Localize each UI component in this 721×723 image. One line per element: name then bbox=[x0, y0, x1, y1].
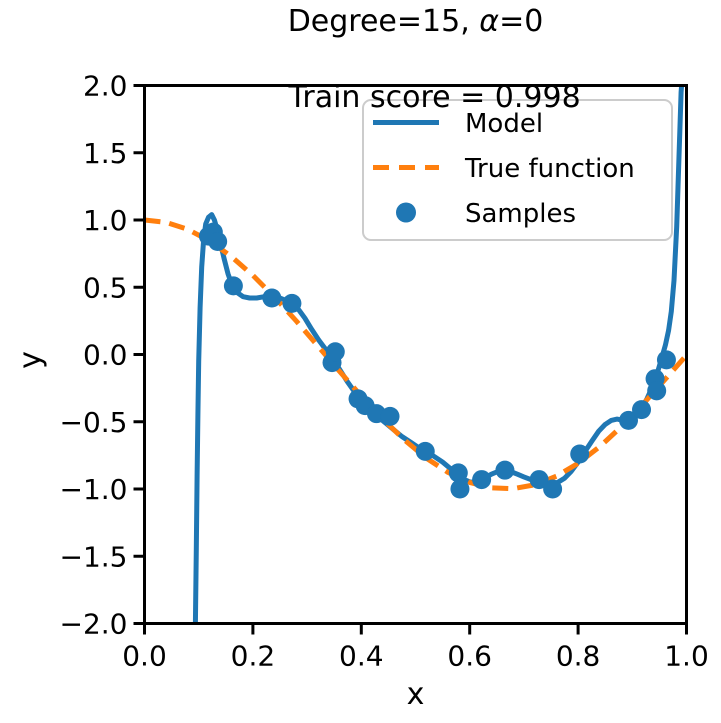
sample-point bbox=[262, 288, 282, 308]
title-line1: Degree=15, α=0 bbox=[288, 4, 544, 39]
title-alpha-value: =0 bbox=[499, 4, 544, 39]
sample-point bbox=[619, 410, 639, 430]
y-axis-ticks: 2.0 1.5 1.0 0.5 0.0 −0.5 −1.0 −1.5 −2.0 bbox=[60, 70, 145, 641]
sample-point bbox=[448, 463, 468, 483]
sample-point bbox=[208, 232, 228, 252]
axes-frame bbox=[143, 84, 688, 625]
sample-point bbox=[570, 444, 590, 464]
legend-label: Model bbox=[465, 109, 543, 139]
sample-point bbox=[380, 406, 400, 426]
legend: Model True function Samples bbox=[362, 99, 673, 241]
legend-samples-marker-icon bbox=[396, 202, 416, 223]
title-degree-text: Degree=15, bbox=[287, 4, 480, 39]
legend-label: Samples bbox=[465, 199, 576, 229]
sample-point bbox=[543, 479, 563, 499]
title-line2: Train score = 0.998 bbox=[288, 80, 581, 115]
x-tick-label: 0.0 bbox=[122, 640, 167, 673]
sample-point bbox=[647, 381, 667, 401]
sample-point bbox=[529, 470, 549, 490]
sample-point bbox=[632, 400, 652, 420]
x-axis-ticks: 0.0 0.2 0.4 0.6 0.8 1.0 bbox=[122, 623, 709, 673]
y-tick-label: 1.5 bbox=[83, 137, 128, 170]
sample-point bbox=[656, 350, 676, 370]
sample-point bbox=[282, 293, 302, 313]
x-tick-label: 0.8 bbox=[556, 640, 601, 673]
samples-scatter bbox=[198, 222, 676, 499]
x-tick-label: 0.4 bbox=[339, 640, 384, 673]
x-axis-label: x bbox=[406, 677, 425, 712]
sample-point bbox=[325, 342, 345, 362]
sample-point bbox=[415, 441, 435, 461]
y-tick-label: 2.0 bbox=[83, 70, 128, 103]
legend-box bbox=[362, 99, 673, 241]
legend-entry: Model bbox=[373, 109, 543, 139]
y-axis-label: y bbox=[12, 351, 48, 369]
title-alpha-symbol: α bbox=[479, 4, 500, 39]
y-tick-label: −0.5 bbox=[60, 406, 128, 439]
y-tick-label: 0.0 bbox=[83, 339, 128, 372]
x-tick-label: 0.6 bbox=[447, 640, 492, 673]
y-tick-label: 1.0 bbox=[83, 204, 128, 237]
plot-title: Degree=15, α=0 Train score = 0.998 bbox=[144, 3, 687, 155]
y-tick-label: −2.0 bbox=[60, 608, 128, 641]
x-tick-label: 1.0 bbox=[664, 640, 709, 673]
sample-point bbox=[223, 276, 243, 296]
sample-point bbox=[495, 460, 515, 480]
legend-entry: True function bbox=[373, 154, 635, 184]
legend-entry: Samples bbox=[396, 199, 576, 229]
plot-series bbox=[144, 85, 687, 624]
x-tick-label: 0.2 bbox=[231, 640, 276, 673]
sample-point bbox=[472, 470, 492, 490]
y-tick-label: −1.0 bbox=[60, 473, 128, 506]
legend-label: True function bbox=[464, 154, 635, 184]
y-tick-label: −1.5 bbox=[60, 540, 128, 573]
y-tick-label: 0.5 bbox=[83, 271, 128, 304]
sample-point bbox=[450, 479, 470, 499]
true-function-line bbox=[144, 217, 687, 492]
